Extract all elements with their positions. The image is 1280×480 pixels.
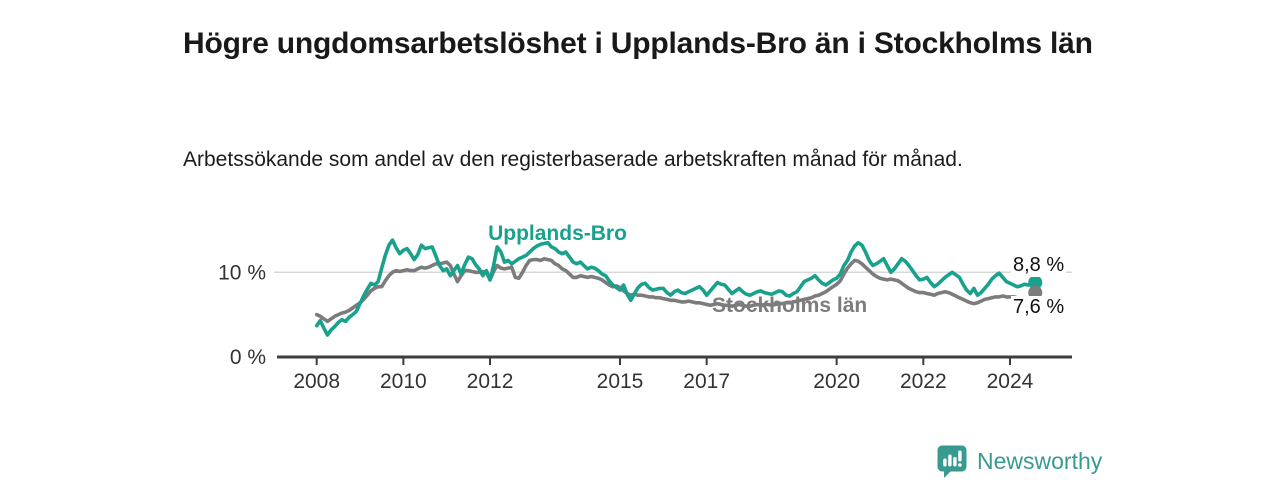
series-label-stockholms-lan: Stockholms län	[712, 294, 868, 317]
end-value-label-upplands-bro: 8,8 %	[1011, 254, 1067, 277]
x-tick-label: 2008	[293, 370, 340, 393]
newsworthy-logo[interactable]: Newsworthy	[936, 444, 1102, 479]
y-tick-label: 10 %	[218, 261, 266, 284]
x-tick-label: 2017	[683, 370, 730, 393]
x-tick-label: 2010	[380, 370, 427, 393]
page-subtitle: Arbetssökande som andel av den registerb…	[183, 148, 963, 171]
bar-chart-bubble-icon	[937, 445, 967, 478]
x-tick-label: 2015	[597, 370, 644, 393]
x-tick-label: 2024	[987, 370, 1034, 393]
end-value-label-stockholms-lan: 7,6 %	[1011, 296, 1067, 319]
page-title: Högre ungdomsarbetslöshet i Upplands-Bro…	[183, 27, 1093, 61]
series-line-0	[314, 238, 1038, 337]
series-end-dot-0	[1028, 275, 1043, 290]
logo-text: Newsworthy	[977, 448, 1103, 474]
x-tick-label: 2020	[813, 370, 860, 393]
series-line-1	[314, 256, 1038, 324]
x-tick-label: 2012	[467, 370, 514, 393]
y-tick-label: 0 %	[230, 346, 266, 369]
x-tick-label: 2022	[900, 370, 947, 393]
series-label-upplands-bro: Upplands-Bro	[488, 222, 627, 245]
